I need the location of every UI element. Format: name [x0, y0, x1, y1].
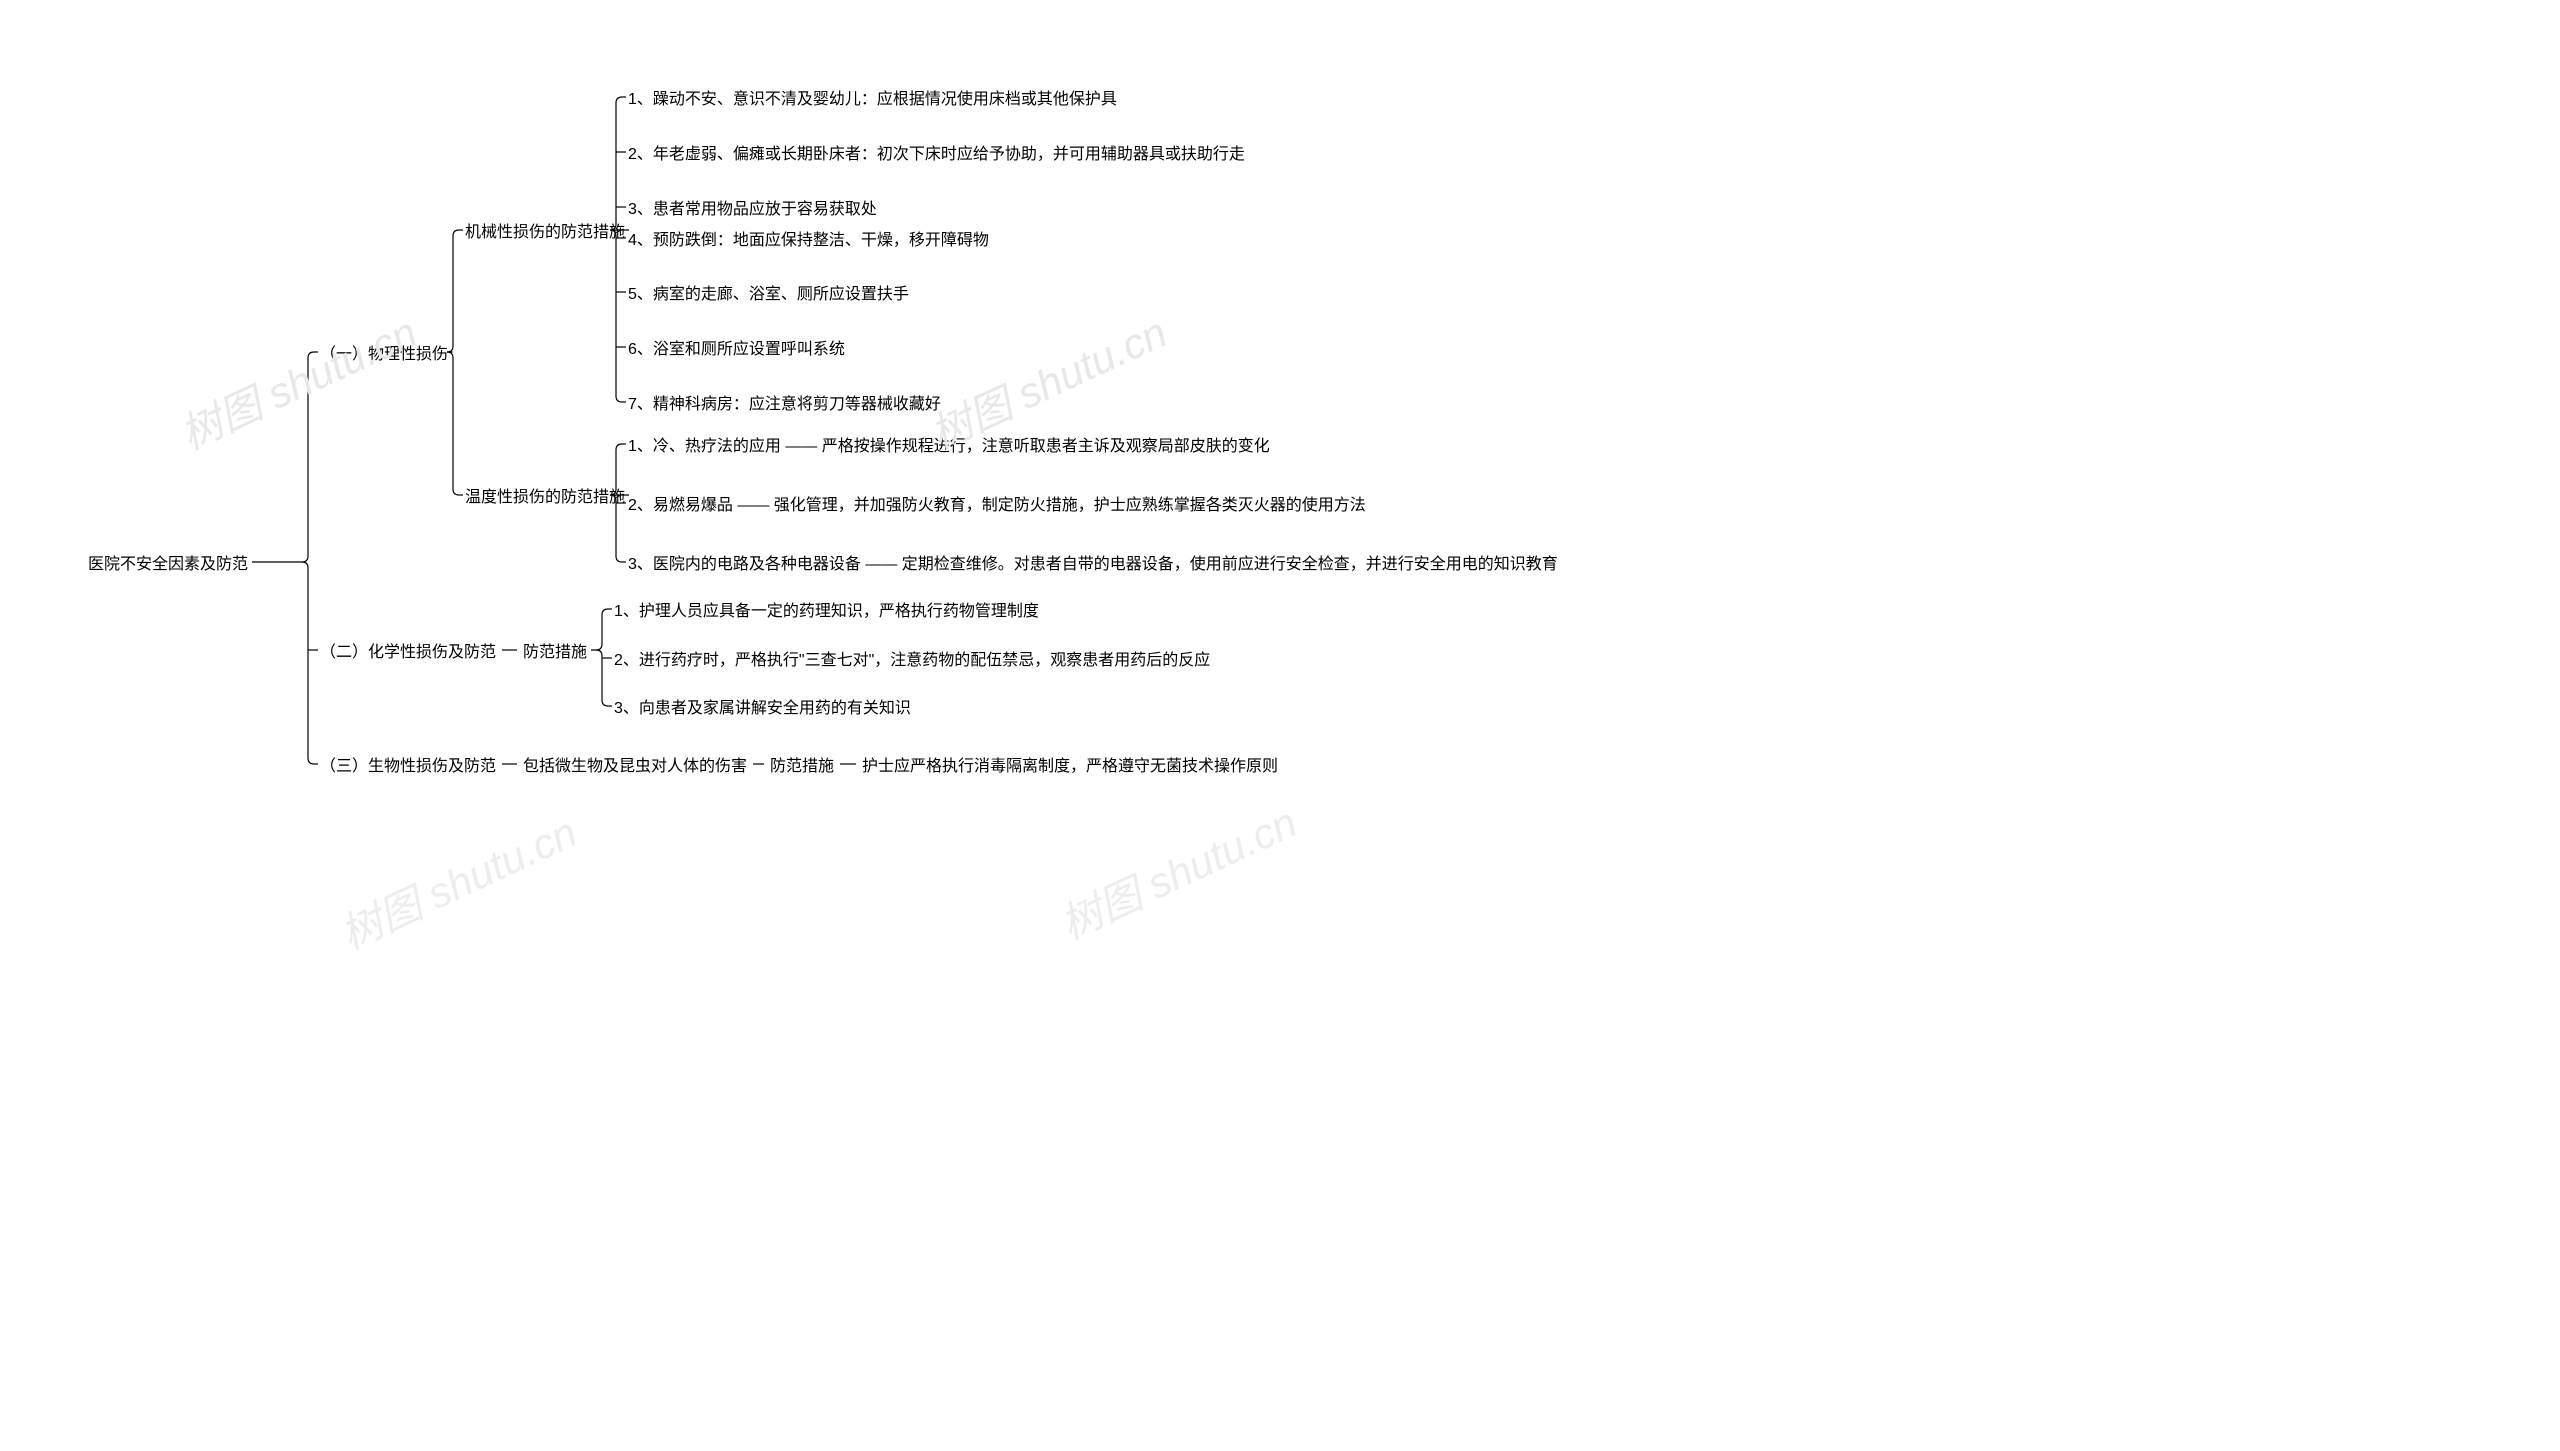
mindmap-node: 3、患者常用物品应放于容易获取处 [628, 195, 877, 219]
mindmap-node: （二）化学性损伤及防范 [320, 638, 496, 662]
watermark: 树图 shutu.cn [1049, 789, 1305, 952]
mindmap-node: 3、向患者及家属讲解安全用药的有关知识 [614, 694, 911, 718]
mindmap-node: 1、冷、热疗法的应用 —— 严格按操作规程进行，注意听取患者主诉及观察局部皮肤的… [628, 432, 1270, 456]
watermark: 树图 shutu.cn [329, 799, 585, 962]
mindmap-node: 1、护理人员应具备一定的药理知识，严格执行药物管理制度 [614, 597, 1039, 621]
mindmap-node: （三）生物性损伤及防范 [320, 752, 496, 776]
mindmap-node: 7、精神科病房：应注意将剪刀等器械收藏好 [628, 390, 941, 414]
mindmap-node: 1、躁动不安、意识不清及婴幼儿：应根据情况使用床档或其他保护具 [628, 85, 1117, 109]
mindmap-node: 2、年老虚弱、偏瘫或长期卧床者：初次下床时应给予协助，并可用辅助器具或扶助行走 [628, 140, 1245, 164]
mindmap-node: 5、病室的走廊、浴室、厕所应设置扶手 [628, 280, 909, 304]
mindmap-node: 3、医院内的电路及各种电器设备 —— 定期检查维修。对患者自带的电器设备，使用前… [628, 550, 1558, 574]
mindmap-node: （一）物理性损伤 [320, 340, 448, 364]
mindmap-node: 6、浴室和厕所应设置呼叫系统 [628, 335, 845, 359]
watermark: 树图 shutu.cn [169, 299, 425, 462]
mindmap-node: 护士应严格执行消毒隔离制度，严格遵守无菌技术操作原则 [862, 752, 1278, 776]
mindmap-node: 4、预防跌倒：地面应保持整洁、干燥，移开障碍物 [628, 226, 989, 250]
mindmap-node: 2、易燃易爆品 —— 强化管理，并加强防火教育，制定防火措施，护士应熟练掌握各类… [628, 491, 1366, 515]
mindmap-node: 医院不安全因素及防范 [88, 550, 248, 574]
mindmap-node: 防范措施 [523, 638, 587, 662]
mindmap-node: 温度性损伤的防范措施 [465, 483, 625, 507]
connector-layer [0, 0, 2560, 1451]
mindmap-node: 2、进行药疗时，严格执行"三查七对"，注意药物的配伍禁忌，观察患者用药后的反应 [614, 646, 1210, 670]
mindmap-node: 机械性损伤的防范措施 [465, 218, 625, 242]
mindmap-node: 包括微生物及昆虫对人体的伤害 [523, 752, 747, 776]
mindmap-node: 防范措施 [770, 752, 834, 776]
